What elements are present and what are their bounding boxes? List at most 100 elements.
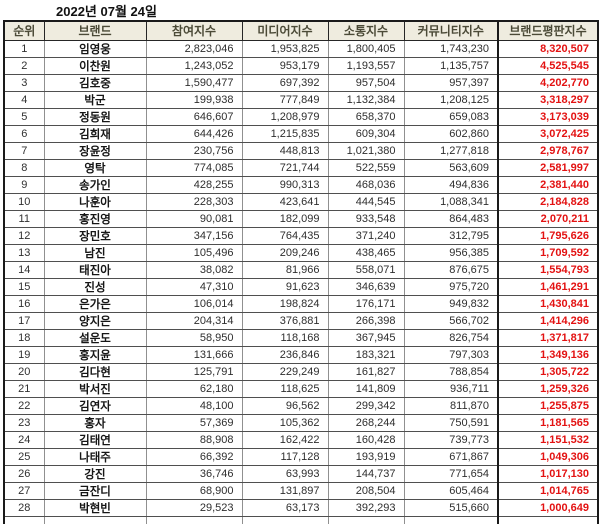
communication-cell: [327, 515, 405, 524]
communication-cell: 468,036: [327, 175, 405, 194]
media-cell: 229,249: [241, 362, 329, 381]
table-header: 순위 브랜드 참여지수 미디어지수 소통지수 커뮤니티지수 브랜드평판지수: [3, 20, 599, 41]
participation-cell: 47,310: [145, 277, 243, 296]
column-header-reputation: 브랜드평판지수: [497, 20, 599, 41]
media-cell: 209,246: [241, 243, 329, 262]
participation-cell: 105,496: [145, 243, 243, 262]
table-row: 4 박군 199,938 777,849 1,132,384 1,208,125…: [3, 90, 599, 109]
table-row: 19 홍지윤 131,666 236,846 183,321 797,303 1…: [3, 345, 599, 364]
community-cell: 957,397: [403, 73, 499, 92]
community-cell: 671,867: [403, 447, 499, 466]
rank-cell: 22: [3, 396, 45, 415]
brand-cell: 김태연: [43, 430, 147, 449]
communication-cell: 1,800,405: [327, 39, 405, 58]
media-cell: 63,173: [241, 498, 329, 517]
reputation-cell: 1,000,649: [497, 498, 599, 517]
brand-cell: 나훈아: [43, 192, 147, 211]
brand-cell: 박서진: [43, 379, 147, 398]
table-row: 14 태진아 38,082 81,966 558,071 876,675 1,5…: [3, 260, 599, 279]
table-body: 1 임영웅 2,823,046 1,953,825 1,800,405 1,74…: [3, 39, 599, 524]
media-cell: 1,208,979: [241, 107, 329, 126]
communication-cell: 193,919: [327, 447, 405, 466]
participation-cell: 230,756: [145, 141, 243, 160]
participation-cell: 38,082: [145, 260, 243, 279]
table-row: 22 김연자 48,100 96,562 299,342 811,870 1,2…: [3, 396, 599, 415]
participation-cell: 646,607: [145, 107, 243, 126]
brand-cell: 정동원: [43, 107, 147, 126]
media-cell: 764,435: [241, 226, 329, 245]
rank-cell: 25: [3, 447, 45, 466]
media-cell: 423,641: [241, 192, 329, 211]
rank-cell: 7: [3, 141, 45, 160]
community-cell: 956,385: [403, 243, 499, 262]
table-row: 21 박서진 62,180 118,625 141,809 936,711 1,…: [3, 379, 599, 398]
brand-cell: 은가은: [43, 294, 147, 313]
reputation-cell: 1,414,296: [497, 311, 599, 330]
communication-cell: 933,548: [327, 209, 405, 228]
table-row: 23 홍자 57,369 105,362 268,244 750,591 1,1…: [3, 413, 599, 432]
media-cell: 131,897: [241, 481, 329, 500]
participation-cell: 644,426: [145, 124, 243, 143]
media-cell: 1,953,825: [241, 39, 329, 58]
communication-cell: 183,321: [327, 345, 405, 364]
community-cell: 515,660: [403, 498, 499, 517]
table-row: 8 영탁 774,085 721,744 522,559 563,609 2,5…: [3, 158, 599, 177]
rank-cell: 8: [3, 158, 45, 177]
community-cell: 739,773: [403, 430, 499, 449]
brand-cell: 나태주: [43, 447, 147, 466]
community-cell: 811,870: [403, 396, 499, 415]
rank-cell: 16: [3, 294, 45, 313]
table-row: 17 양지은 204,314 376,881 266,398 566,702 1…: [3, 311, 599, 330]
table-row: 26 강진 36,746 63,993 144,737 771,654 1,01…: [3, 464, 599, 483]
reputation-cell: 2,070,211: [497, 209, 599, 228]
table-row: 27 금잔디 68,900 131,897 208,504 605,464 1,…: [3, 481, 599, 500]
participation-cell: 2,823,046: [145, 39, 243, 58]
table-row: 16 은가은 106,014 198,824 176,171 949,832 1…: [3, 294, 599, 313]
communication-cell: 144,737: [327, 464, 405, 483]
media-cell: [241, 515, 329, 524]
community-cell: 864,483: [403, 209, 499, 228]
community-cell: 949,832: [403, 294, 499, 313]
rank-cell: 5: [3, 107, 45, 126]
rank-cell: 2: [3, 56, 45, 75]
community-cell: 1,743,230: [403, 39, 499, 58]
brand-cell: 김희재: [43, 124, 147, 143]
communication-cell: 208,504: [327, 481, 405, 500]
participation-cell: 428,255: [145, 175, 243, 194]
communication-cell: 161,827: [327, 362, 405, 381]
communication-cell: 268,244: [327, 413, 405, 432]
participation-cell: 131,666: [145, 345, 243, 364]
column-header-communication: 소통지수: [327, 20, 405, 41]
rank-cell: 4: [3, 90, 45, 109]
brand-cell: 영탁: [43, 158, 147, 177]
rank-cell: 20: [3, 362, 45, 381]
column-header-participation: 참여지수: [145, 20, 243, 41]
rank-cell: 17: [3, 311, 45, 330]
media-cell: 721,744: [241, 158, 329, 177]
participation-cell: 36,746: [145, 464, 243, 483]
table-row: 12 장민호 347,156 764,435 371,240 312,795 1…: [3, 226, 599, 245]
brand-cell: 장민호: [43, 226, 147, 245]
communication-cell: 371,240: [327, 226, 405, 245]
brand-cell: 금잔디: [43, 481, 147, 500]
rank-cell: 13: [3, 243, 45, 262]
column-header-rank: 순위: [3, 20, 45, 41]
brand-reputation-table: 순위 브랜드 참여지수 미디어지수 소통지수 커뮤니티지수 브랜드평판지수 1 …: [3, 20, 599, 524]
column-header-community: 커뮤니티지수: [403, 20, 499, 41]
community-cell: 1,208,125: [403, 90, 499, 109]
participation-cell: [145, 515, 243, 524]
media-cell: 118,625: [241, 379, 329, 398]
brand-cell: 홍진영: [43, 209, 147, 228]
communication-cell: 266,398: [327, 311, 405, 330]
communication-cell: 444,545: [327, 192, 405, 211]
media-cell: 81,966: [241, 260, 329, 279]
brand-cell: 송가인: [43, 175, 147, 194]
rank-cell: [3, 515, 45, 524]
communication-cell: 392,293: [327, 498, 405, 517]
brand-cell: [43, 515, 147, 524]
communication-cell: 141,809: [327, 379, 405, 398]
brand-cell: 박현빈: [43, 498, 147, 517]
participation-cell: 29,523: [145, 498, 243, 517]
brand-cell: 임영웅: [43, 39, 147, 58]
media-cell: 697,392: [241, 73, 329, 92]
